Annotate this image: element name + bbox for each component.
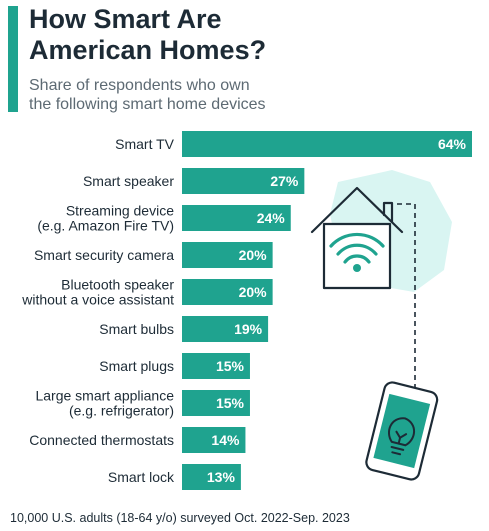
bars-layer: 64% Smart TV 27% Smart speaker 24% Streaming …: [21, 131, 472, 490]
category-label: Smart speaker: [83, 173, 174, 189]
category-label: Smart lock: [108, 469, 175, 485]
bar-value-label: 13%: [207, 469, 236, 485]
footer-note: 10,000 U.S. adults (18-64 y/o) surveyed …: [10, 511, 350, 525]
bar-value-label: 20%: [239, 247, 268, 263]
bar-value-label: 14%: [211, 432, 240, 448]
title-accent-bar: [8, 6, 18, 112]
illustration: [310, 170, 452, 481]
bar-value-label: 24%: [257, 210, 286, 226]
house-wifi-icon: [310, 186, 404, 290]
bar: [182, 242, 273, 268]
category-label: Large smart appliance (e.g. refrigerator): [35, 388, 174, 419]
bar: [182, 390, 250, 416]
bar: [182, 353, 250, 379]
category-label: Connected thermostats: [29, 432, 174, 448]
bar-value-label: 15%: [216, 395, 245, 411]
bar-value-label: 15%: [216, 358, 245, 374]
smartphone-lightbulb-icon: [365, 381, 439, 481]
bar-value-label: 64%: [438, 136, 467, 152]
bar: [182, 316, 269, 342]
bar: [182, 464, 241, 490]
bar: [182, 168, 305, 194]
bar-value-label: 19%: [234, 321, 263, 337]
bar: [182, 279, 273, 305]
category-label: Smart plugs: [99, 358, 174, 374]
connection-dashed-line: [397, 203, 416, 388]
page-subtitle: Share of respondents who own the followi…: [29, 77, 266, 113]
category-label: Smart bulbs: [99, 321, 174, 337]
category-label: Streaming device (e.g. Amazon Fire TV): [37, 203, 174, 234]
bar: [182, 427, 246, 453]
category-label: Bluetooth speaker without a voice assista…: [21, 277, 174, 308]
category-label: Smart TV: [115, 136, 175, 152]
bar: [182, 131, 472, 157]
page-title: How Smart Are American Homes?: [29, 4, 267, 65]
category-label: Smart security camera: [34, 247, 174, 263]
bar-value-label: 27%: [270, 173, 299, 189]
bar: [182, 205, 291, 231]
bar-value-label: 20%: [239, 284, 268, 300]
